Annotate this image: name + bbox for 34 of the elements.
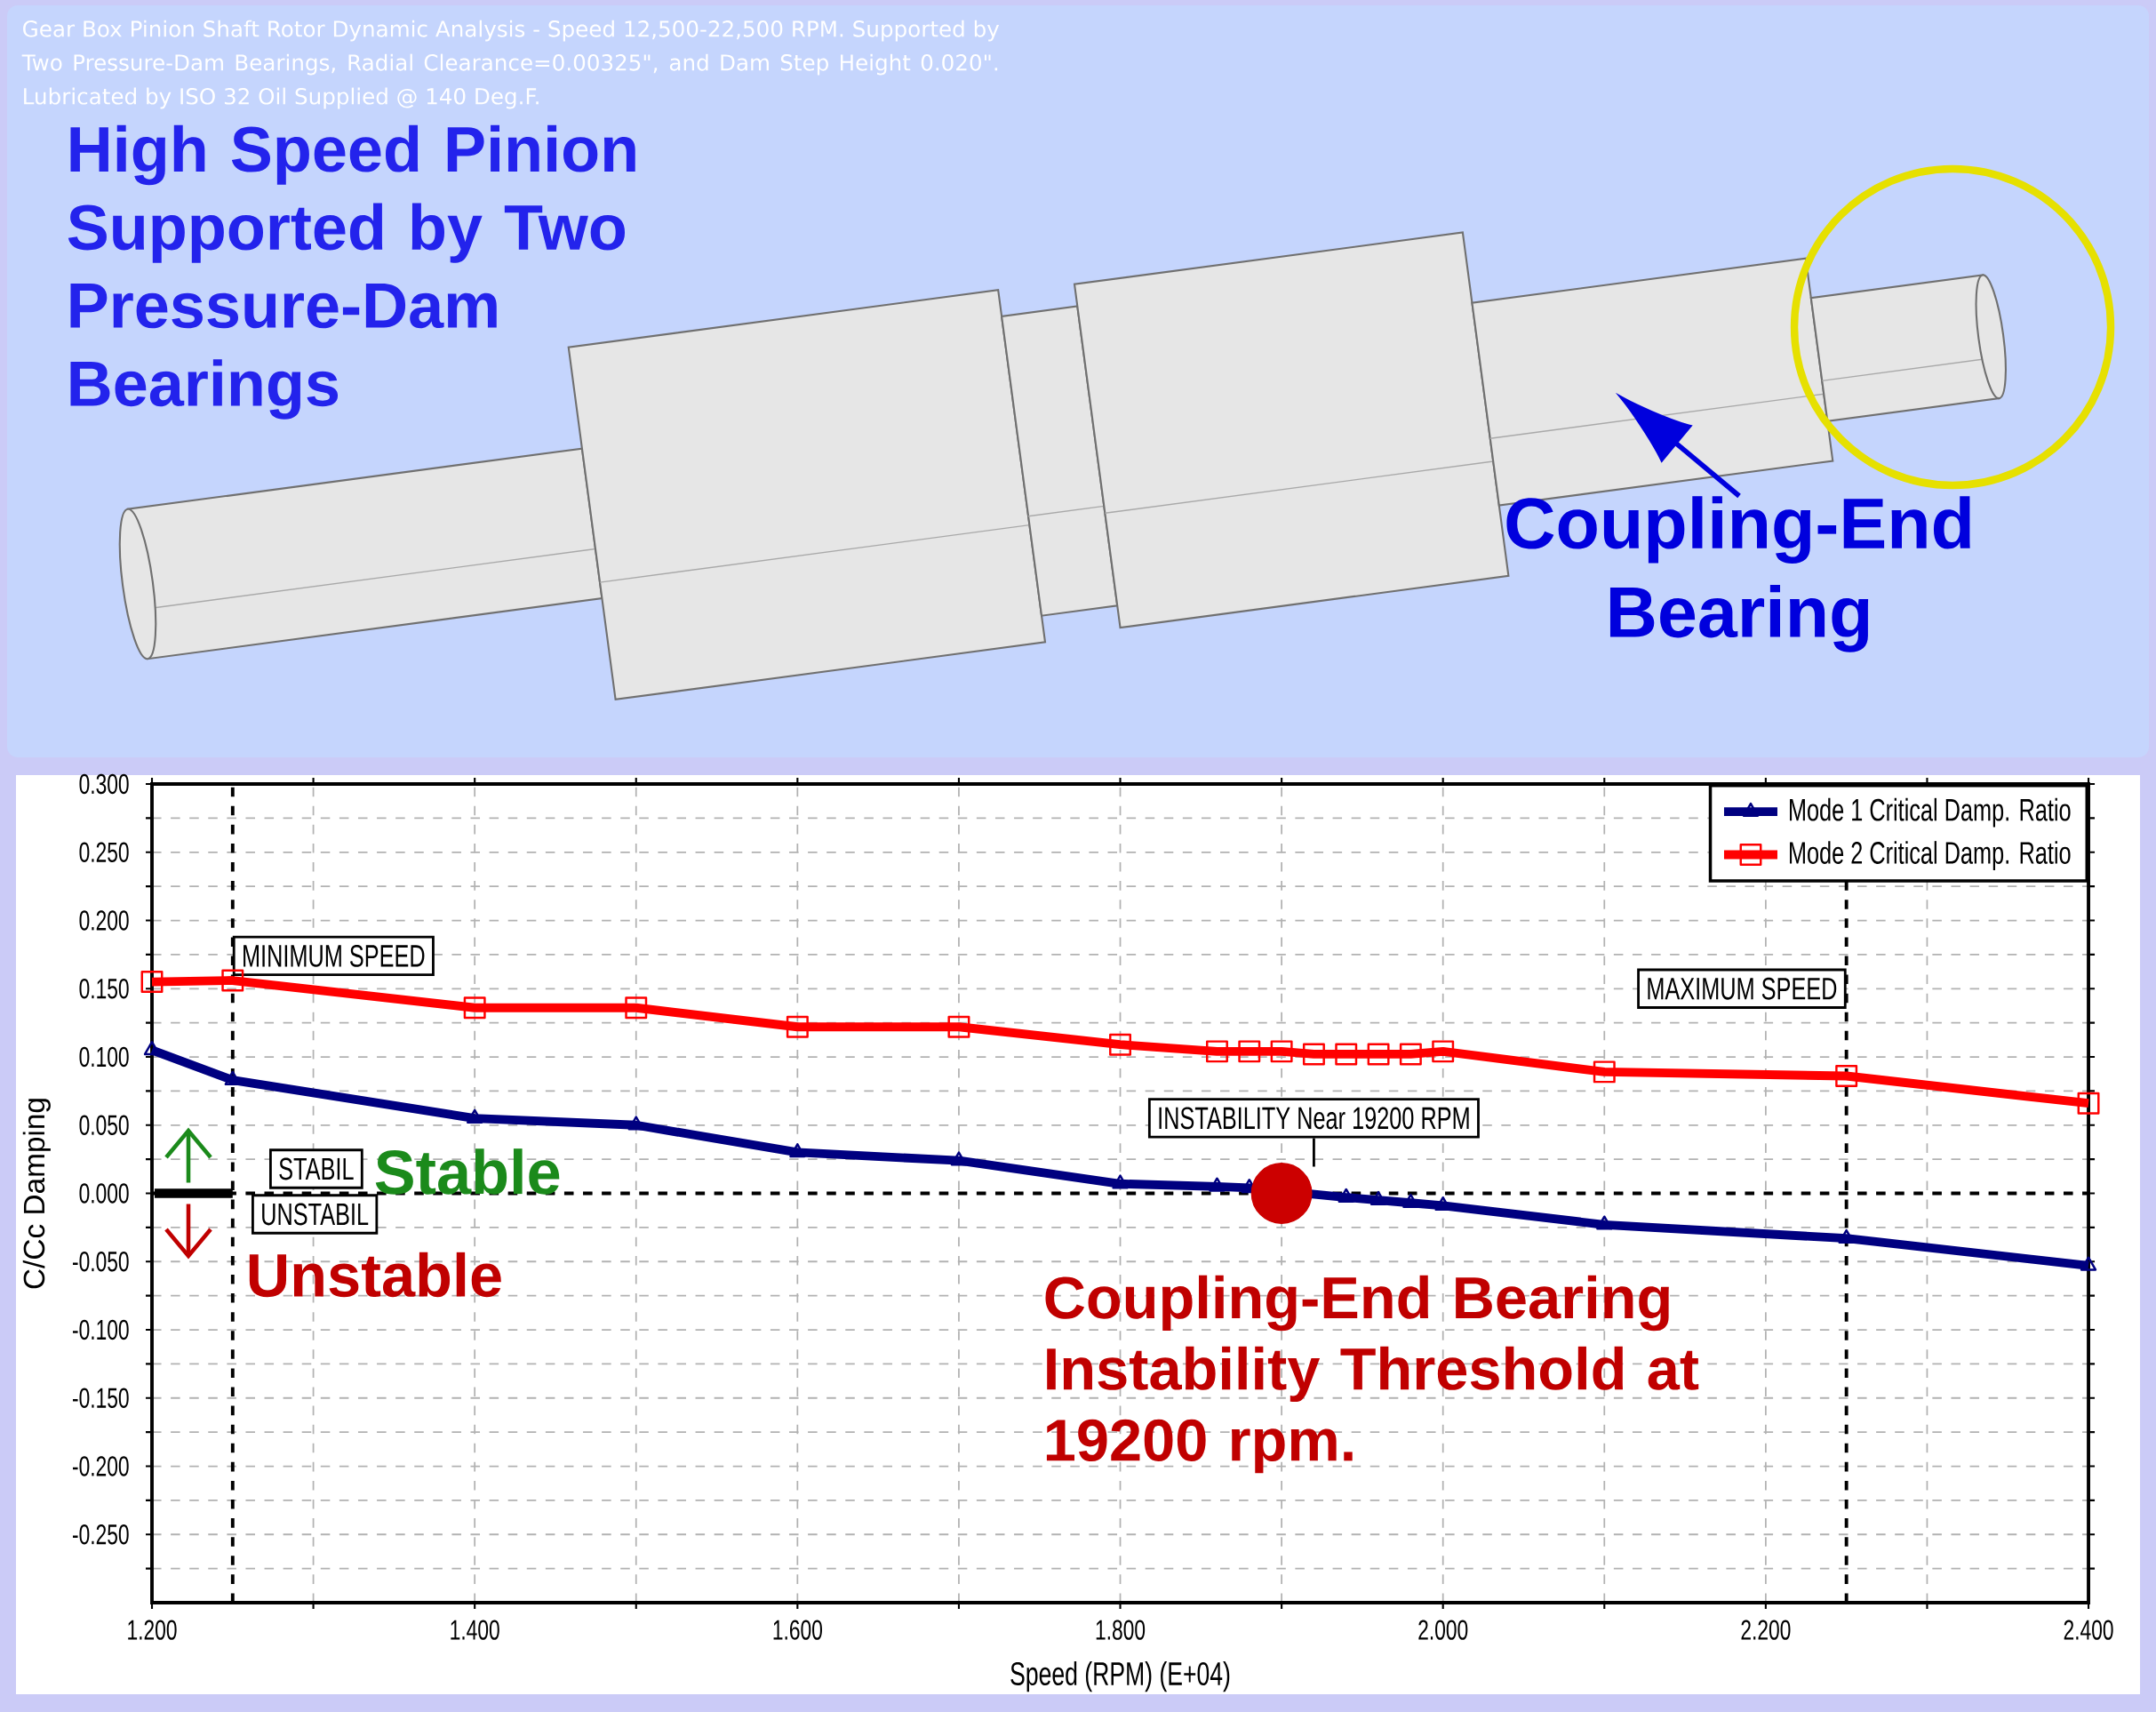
y-tick-label: -0.100 xyxy=(73,1319,129,1340)
x-tick-label: 2.000 xyxy=(1418,1620,1468,1640)
y-axis-title: C/Cc Damping xyxy=(22,1099,51,1289)
x-tick-label: 2.400 xyxy=(2064,1620,2113,1640)
text: Coupling-End Bearing xyxy=(1506,496,1970,652)
y-tick-label: 0.250 xyxy=(79,842,129,862)
x-tick-label: 1.200 xyxy=(128,1620,177,1640)
x-tick-label: 1.800 xyxy=(1096,1620,1146,1640)
annotation: INSTABILITY Near 19200 RPM xyxy=(1159,1107,1469,1130)
annotation: Stable xyxy=(375,1148,560,1195)
y-tick-label: 0.000 xyxy=(79,1183,129,1204)
chart-subtitle: High Speed Pinion Supported by Two Pressure-Dam Bearings xyxy=(68,124,635,420)
ref-line-label: MINIMUM SPEED xyxy=(244,944,425,967)
legend-label: Mode 2 Critical Damp. Ratio xyxy=(1790,841,2071,870)
annotation: Unstable xyxy=(249,1252,501,1298)
x-tick-label: 2.200 xyxy=(1741,1620,1791,1640)
y-tick-label: 0.200 xyxy=(79,910,129,931)
y-tick-label: -0.200 xyxy=(73,1456,129,1476)
annotation: UNSTABIL xyxy=(262,1203,369,1226)
y-tick-label: 0.100 xyxy=(79,1046,129,1068)
y-tick-label: -0.250 xyxy=(73,1524,129,1545)
chart-title: Gear Box Pinion Shaft Rotor Dynamic Analysis - Speed 12,500-22,500 RPM. Supported by Two Pressure-Dam Bearings, Radial Clearance=0.00325", and Dam Step Height 0.020". Lubricated by ISO 32 Oil Supplied @ 140 Deg.F. xyxy=(21,20,1000,109)
x-axis-title: Speed (RPM) (E+04) xyxy=(1010,1660,1230,1692)
y-tick-label: -0.150 xyxy=(73,1388,129,1408)
x-tick-label: 1.600 xyxy=(773,1620,822,1640)
y-tick-label: 0.050 xyxy=(79,1115,129,1135)
annotation: STABIL xyxy=(279,1157,354,1180)
ref-line-label: MAXIMUM SPEED xyxy=(1648,977,1837,1000)
legend-label: Mode 1 Critical Damp. Ratio xyxy=(1790,797,2071,828)
annotation: Coupling-End Bearing Instability Threshold at 19200 rpm. xyxy=(1045,1275,1699,1474)
x-tick-label: 1.400 xyxy=(451,1620,499,1640)
y-tick-label: 0.300 xyxy=(79,773,129,795)
y-tick-label: -0.050 xyxy=(73,1252,129,1272)
y-tick-label: 0.150 xyxy=(79,979,129,999)
